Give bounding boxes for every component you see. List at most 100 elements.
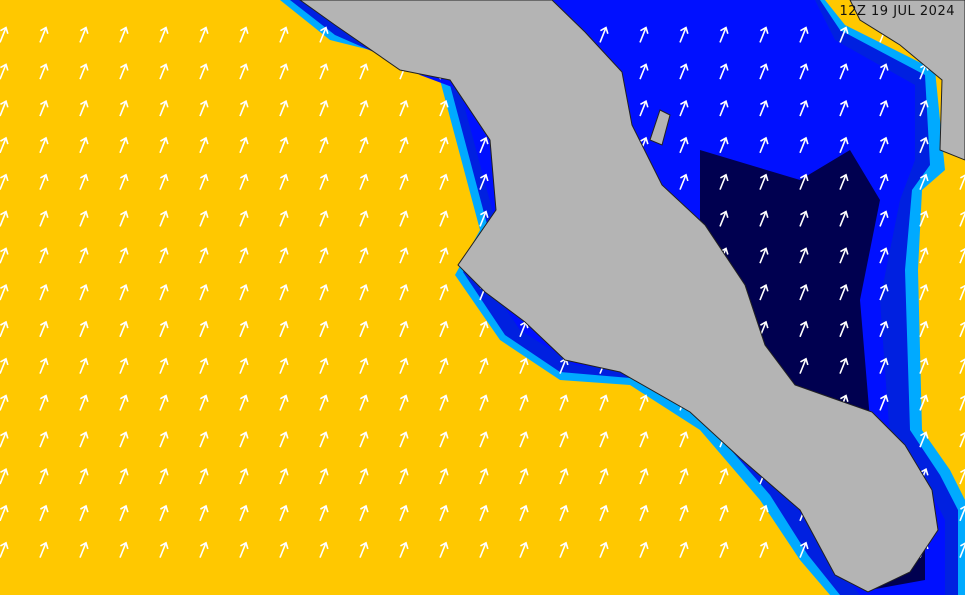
direction-arrow-icon bbox=[319, 63, 329, 80]
direction-arrow-icon bbox=[199, 320, 209, 338]
direction-arrow-icon bbox=[759, 283, 769, 301]
direction-arrow-icon bbox=[159, 283, 169, 301]
direction-arrow-icon bbox=[919, 247, 929, 264]
direction-arrow-icon bbox=[479, 136, 489, 154]
direction-arrow-icon bbox=[479, 357, 489, 374]
direction-arrow-icon bbox=[79, 320, 89, 338]
direction-arrow-icon bbox=[279, 247, 289, 264]
direction-arrow-icon bbox=[0, 63, 9, 80]
direction-arrow-icon bbox=[39, 541, 49, 558]
direction-arrow-icon bbox=[159, 26, 169, 43]
direction-arrow-icon bbox=[319, 173, 329, 190]
direction-arrow-icon bbox=[159, 63, 169, 80]
direction-arrow-icon bbox=[399, 99, 409, 117]
direction-arrow-icon bbox=[79, 394, 89, 411]
direction-arrow-icon bbox=[159, 247, 169, 264]
direction-arrow-icon bbox=[439, 247, 449, 264]
direction-arrow-icon bbox=[79, 467, 89, 485]
direction-arrow-icon bbox=[159, 431, 169, 448]
direction-arrow-icon bbox=[119, 504, 129, 522]
direction-arrow-icon bbox=[399, 210, 409, 227]
direction-arrow-icon bbox=[199, 136, 209, 154]
direction-arrow-icon bbox=[399, 247, 409, 264]
direction-arrow-icon bbox=[279, 357, 289, 374]
direction-arrow-icon bbox=[119, 541, 129, 558]
direction-arrow-icon bbox=[639, 26, 649, 43]
direction-arrow-icon bbox=[359, 210, 369, 227]
direction-arrow-icon bbox=[919, 210, 929, 227]
direction-arrow-icon bbox=[319, 283, 329, 301]
direction-arrow-icon bbox=[199, 26, 209, 43]
direction-arrow-icon bbox=[239, 173, 249, 190]
direction-arrow-icon bbox=[839, 320, 849, 338]
direction-arrow-icon bbox=[879, 173, 889, 190]
direction-arrow-icon bbox=[399, 504, 409, 522]
direction-arrow-icon bbox=[679, 173, 689, 190]
direction-arrow-icon bbox=[279, 173, 289, 190]
direction-arrow-icon bbox=[719, 63, 729, 80]
direction-arrow-icon bbox=[879, 99, 889, 117]
direction-arrow-icon bbox=[279, 99, 289, 117]
direction-arrow-icon bbox=[199, 467, 209, 485]
direction-arrow-icon bbox=[279, 63, 289, 80]
direction-arrow-icon bbox=[599, 541, 609, 558]
direction-arrow-icon bbox=[79, 504, 89, 522]
direction-arrow-icon bbox=[39, 247, 49, 264]
direction-arrow-icon bbox=[439, 357, 449, 374]
direction-arrow-icon bbox=[359, 136, 369, 154]
direction-arrow-icon bbox=[279, 394, 289, 411]
direction-arrow-icon bbox=[79, 431, 89, 448]
direction-arrow-icon bbox=[439, 173, 449, 190]
direction-arrow-icon bbox=[479, 173, 489, 190]
direction-arrow-icon bbox=[359, 504, 369, 522]
direction-arrow-icon bbox=[199, 541, 209, 558]
direction-arrow-icon bbox=[359, 394, 369, 411]
direction-arrow-icon bbox=[479, 320, 489, 338]
direction-arrow-icon bbox=[839, 173, 849, 190]
direction-arrow-icon bbox=[119, 247, 129, 264]
direction-arrow-icon bbox=[399, 541, 409, 558]
direction-arrow-icon bbox=[639, 431, 649, 448]
direction-arrow-icon bbox=[399, 136, 409, 154]
direction-arrow-icon bbox=[159, 467, 169, 485]
direction-arrow-icon bbox=[399, 467, 409, 485]
direction-arrow-icon bbox=[0, 136, 9, 154]
direction-arrow-icon bbox=[879, 357, 889, 374]
direction-arrow-icon bbox=[599, 504, 609, 522]
direction-arrow-icon bbox=[359, 283, 369, 301]
direction-arrow-icon bbox=[879, 283, 889, 301]
direction-arrow-icon bbox=[239, 431, 249, 448]
direction-arrow-icon bbox=[359, 63, 369, 80]
direction-arrow-icon bbox=[759, 541, 769, 558]
direction-arrow-icon bbox=[759, 63, 769, 80]
direction-arrow-icon bbox=[0, 173, 9, 190]
direction-arrow-icon bbox=[559, 504, 569, 522]
direction-arrow-icon bbox=[319, 210, 329, 227]
direction-arrow-icon bbox=[399, 431, 409, 448]
direction-arrow-icon bbox=[359, 247, 369, 264]
direction-arrow-icon bbox=[119, 467, 129, 485]
direction-arrow-icon bbox=[79, 63, 89, 80]
direction-arrow-icon bbox=[39, 63, 49, 80]
direction-arrow-icon bbox=[679, 99, 689, 117]
direction-arrow-icon bbox=[719, 467, 729, 485]
direction-arrow-icon bbox=[519, 357, 529, 374]
direction-arrow-icon bbox=[399, 357, 409, 374]
direction-arrow-icon bbox=[639, 467, 649, 485]
direction-arrow-icon bbox=[679, 136, 689, 154]
direction-arrow-icon bbox=[39, 431, 49, 448]
direction-arrow-icon bbox=[0, 467, 9, 485]
direction-arrow-icon bbox=[0, 99, 9, 117]
direction-arrow-icon bbox=[119, 320, 129, 338]
direction-arrow-icon bbox=[879, 247, 889, 264]
direction-arrow-icon bbox=[239, 357, 249, 374]
direction-arrow-icon bbox=[239, 210, 249, 227]
direction-arrow-icon bbox=[199, 283, 209, 301]
direction-arrow-icon bbox=[79, 357, 89, 374]
direction-arrow-icon bbox=[559, 394, 569, 411]
direction-arrow-icon bbox=[439, 210, 449, 227]
direction-arrow-icon bbox=[399, 394, 409, 411]
direction-arrow-icon bbox=[359, 99, 369, 117]
direction-arrow-icon bbox=[279, 210, 289, 227]
direction-arrow-icon bbox=[159, 320, 169, 338]
